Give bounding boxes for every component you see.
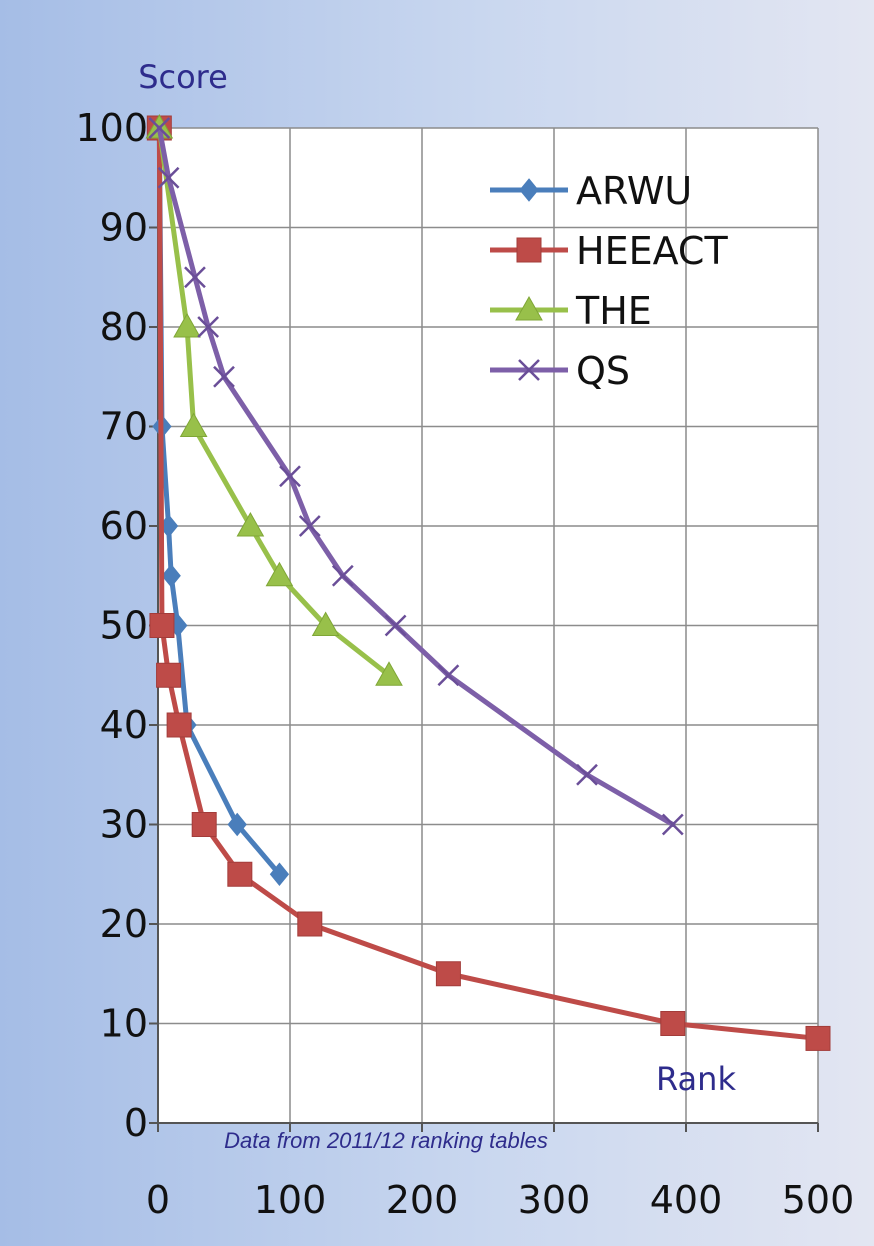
- data-point-arwu-6: [227, 812, 247, 837]
- x-tick-label-200: 200: [386, 1178, 459, 1222]
- data-point-heeact-4: [191, 812, 217, 837]
- legend-marker-heeact: [516, 237, 542, 263]
- data-point-heeact-3: [166, 712, 192, 738]
- data-point-heeact-5: [227, 861, 253, 887]
- y-tick-label-70: 70: [100, 405, 148, 449]
- data-point-the-4: [265, 561, 294, 587]
- data-point-heeact-8: [660, 1011, 686, 1036]
- legend-item-qs: QS: [490, 349, 630, 393]
- legend: ARWU HEEACT THE QS: [490, 169, 728, 393]
- y-tick-label-50: 50: [100, 604, 148, 648]
- data-point-heeact-9: [805, 1025, 831, 1051]
- x-tick-label-0: 0: [146, 1178, 170, 1222]
- legend-marker-arwu: [519, 178, 539, 202]
- y-axis-title: Score: [138, 58, 228, 96]
- legend-label-qs: QS: [576, 349, 630, 393]
- legend-item-the: THE: [490, 289, 652, 333]
- x-tick-label-300: 300: [518, 1178, 591, 1222]
- legend-marker-qs: [518, 359, 540, 381]
- series-line-heeact: [156, 125, 821, 1041]
- x-tick-label-100: 100: [254, 1178, 327, 1222]
- x-tick-label-400: 400: [650, 1178, 723, 1222]
- series-qs: [148, 117, 684, 836]
- legend-label-the: THE: [575, 289, 652, 333]
- data-source-note: Data from 2011/12 ranking tables: [224, 1128, 548, 1153]
- data-point-the-5: [311, 611, 340, 636]
- y-tick-label-10: 10: [100, 1002, 148, 1046]
- series-heeact: [146, 115, 831, 1051]
- y-tick-label-60: 60: [100, 504, 148, 548]
- axes: 0 10 20 30 40 50 60 70 80 90 100 0 100 200 300 400 500: [75, 106, 854, 1222]
- data-point-qs-10: [576, 763, 598, 786]
- data-point-arwu-3: [161, 563, 181, 588]
- legend-item-heeact: HEEACT: [490, 229, 728, 273]
- y-tick-label-30: 30: [100, 803, 148, 847]
- series-line-qs: [156, 125, 676, 827]
- y-tick-label-80: 80: [100, 305, 148, 349]
- data-point-qs-9: [437, 664, 460, 687]
- data-point-qs-3: [197, 316, 220, 338]
- data-point-the-2: [179, 412, 208, 437]
- data-point-qs-7: [331, 564, 354, 587]
- data-point-heeact-6: [297, 911, 323, 937]
- data-point-qs-2: [184, 266, 206, 289]
- data-point-qs-5: [279, 465, 301, 488]
- data-point-heeact-2: [156, 662, 182, 688]
- y-tick-label-0: 0: [124, 1101, 148, 1145]
- y-tick-label-40: 40: [100, 703, 148, 747]
- grid-lines: [157, 127, 819, 1124]
- legend-marker-the: [515, 295, 543, 321]
- legend-label-arwu: ARWU: [576, 169, 692, 213]
- y-tick-label-100: 100: [75, 106, 148, 150]
- data-point-the-1: [173, 312, 201, 338]
- y-tick-label-90: 90: [100, 206, 148, 250]
- data-series: [145, 113, 831, 1051]
- legend-label-heeact: HEEACT: [576, 229, 728, 273]
- data-point-the-6: [375, 661, 403, 686]
- data-point-heeact-7: [435, 961, 461, 987]
- data-point-arwu-7: [269, 862, 290, 887]
- data-point-heeact-1: [149, 613, 175, 638]
- x-tick-label-500: 500: [782, 1178, 855, 1222]
- legend-item-arwu: ARWU: [490, 169, 692, 213]
- data-point-the-3: [236, 511, 265, 537]
- data-point-qs-4: [213, 365, 235, 388]
- data-point-qs-6: [298, 515, 321, 537]
- data-point-qs-0: [148, 117, 171, 139]
- series-the: [145, 113, 403, 686]
- x-axis-title: Rank: [656, 1060, 736, 1098]
- data-point-qs-1: [157, 166, 180, 189]
- y-tick-label-20: 20: [100, 902, 148, 946]
- data-point-qs-11: [661, 813, 684, 836]
- data-point-qs-8: [384, 614, 407, 637]
